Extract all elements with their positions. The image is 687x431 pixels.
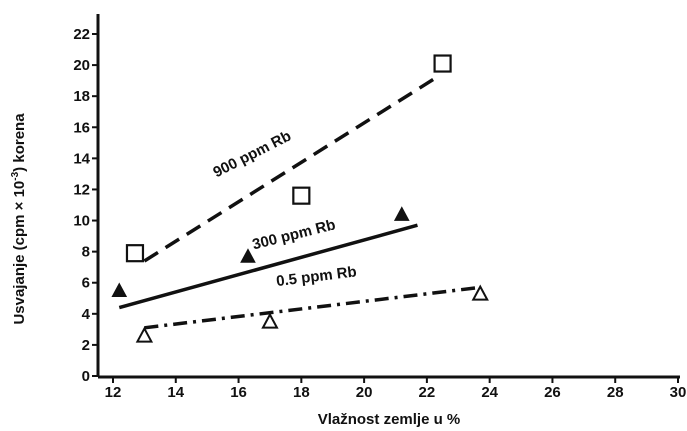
- data-point-open-triangle: [261, 312, 279, 329]
- data-point-square: [125, 244, 145, 263]
- data-point-square: [292, 186, 311, 205]
- x-tick-label: 14: [167, 384, 184, 401]
- x-tick-label: 18: [293, 384, 310, 401]
- x-tick-label: 22: [419, 384, 436, 401]
- data-point-square: [433, 54, 452, 73]
- data-points: [111, 54, 489, 343]
- data-point-filled-triangle: [111, 282, 128, 297]
- y-tick-label: 22: [73, 26, 90, 43]
- y-tick-label: 4: [82, 306, 91, 323]
- y-tick-label: 14: [73, 150, 90, 167]
- y-tick-label: 2: [82, 337, 90, 354]
- axes: [92, 14, 680, 383]
- data-point-filled-triangle: [393, 206, 410, 221]
- y-tick-label: 0: [82, 368, 90, 385]
- y-tick-label: 6: [82, 275, 90, 292]
- series-label-2: 300 ppm Rb: [251, 216, 338, 253]
- data-point-filled-triangle: [240, 248, 256, 263]
- x-tick-label: 24: [481, 384, 498, 401]
- trend-line-3: [144, 285, 481, 330]
- x-tick-label: 16: [230, 384, 247, 401]
- y-tick-label: 8: [82, 244, 90, 261]
- y-tick-label: 20: [73, 57, 90, 74]
- x-tick-label: 26: [544, 384, 561, 401]
- y-tick-label: 18: [73, 88, 90, 105]
- x-axis-title: Vlažnost zemlje u %: [318, 411, 461, 428]
- trend-line-2: [118, 223, 418, 310]
- y-tick-label: 16: [73, 119, 90, 136]
- series-label-3: 0.5 ppm Rb: [275, 263, 357, 290]
- y-axis-title: Usvajanje (cpm × 10-3) korena: [10, 113, 28, 325]
- trend-line-1: [143, 76, 438, 263]
- data-point-open-triangle: [471, 284, 489, 301]
- x-tick-label: 12: [105, 384, 122, 401]
- data-point-open-triangle: [135, 326, 154, 343]
- trend-lines: [118, 76, 481, 330]
- y-tick-label: 12: [73, 181, 90, 198]
- x-tick-label: 30: [670, 384, 687, 401]
- x-tick-label: 28: [607, 384, 624, 401]
- x-tick-label: 20: [356, 384, 373, 401]
- y-tick-label: 10: [73, 213, 90, 230]
